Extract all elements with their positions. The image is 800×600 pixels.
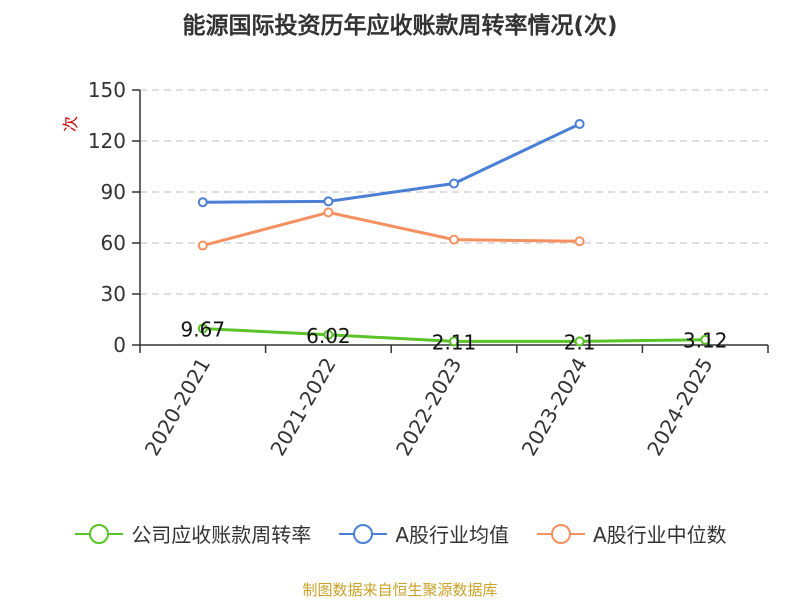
point-industry-mean-2020-2021 xyxy=(197,197,208,208)
legend-label-company: 公司应收账款周转率 xyxy=(131,523,312,547)
y-tick-label-30: 30 xyxy=(101,282,126,306)
series-line-industry-median xyxy=(202,210,580,248)
series-layer xyxy=(197,119,711,347)
legend-line-marker-company-icon xyxy=(75,523,124,544)
y-tick-label-120: 120 xyxy=(88,129,126,153)
data-label-layer: 9.67 6.02 2.11 2.1 3.12 xyxy=(181,318,728,355)
point-industry-median-2023-2024 xyxy=(574,236,585,247)
data-label-company-2022-2023: 2.11 xyxy=(432,330,477,354)
point-company-2023-2024 xyxy=(574,336,585,347)
data-label-company-2021-2022: 6.02 xyxy=(306,324,351,348)
x-tick-label-2020-2021: 2020-2021 xyxy=(140,354,215,460)
point-industry-median-2020-2021 xyxy=(197,240,208,251)
series-line-industry-mean xyxy=(202,122,581,204)
point-company-2021-2022 xyxy=(323,329,334,340)
x-tick-label-2024-2025: 2024-2025 xyxy=(642,354,717,460)
legend-item-company[interactable]: 公司应收账款周转率 xyxy=(73,519,311,548)
point-industry-mean-2023-2024 xyxy=(574,119,585,129)
point-industry-median-2021-2022 xyxy=(323,207,334,218)
legend-label-industry-mean: A股行业均值 xyxy=(395,523,509,547)
source-note: 制图数据来自恒生聚源数据库 xyxy=(302,581,498,599)
x-tick-label-2022-2023: 2022-2023 xyxy=(391,354,466,460)
y-tick-label-60: 60 xyxy=(101,231,126,255)
legend-item-industry-median[interactable]: A股行业中位数 xyxy=(535,519,727,548)
x-tick-label-2023-2024: 2023-2024 xyxy=(517,354,592,460)
point-industry-median-2022-2023 xyxy=(449,234,459,245)
y-tick-label-0: 0 xyxy=(113,333,126,357)
point-company-2022-2023 xyxy=(449,336,459,347)
grid-layer xyxy=(140,89,768,295)
axis-layer: 0 30 60 90 120 150 2020-2021 2021-2022 2022-2023… xyxy=(61,78,769,460)
legend: 公司应收账款周转率 A股行业均值 A股行业中位数 xyxy=(0,519,800,548)
y-tick-label-150: 150 xyxy=(88,78,126,102)
data-label-company-2024-2025: 3.12 xyxy=(683,329,728,353)
point-company-2024-2025 xyxy=(700,334,711,345)
y-tick-label-90: 90 xyxy=(101,180,126,204)
legend-label-industry-median: A股行业中位数 xyxy=(593,523,727,547)
unit-watermark: 次 xyxy=(61,116,80,132)
point-industry-mean-2021-2022 xyxy=(323,196,334,207)
chart-title: 能源国际投资历年应收账款周转率情况(次) xyxy=(182,13,618,39)
point-company-2020-2021 xyxy=(197,323,208,334)
data-label-company-2023-2024: 2.1 xyxy=(564,330,596,354)
legend-line-marker-mean-icon xyxy=(339,523,388,544)
x-tick-label-2021-2022: 2021-2022 xyxy=(265,354,340,460)
legend-item-industry-mean[interactable]: A股行业均值 xyxy=(337,519,509,548)
legend-line-marker-median-icon xyxy=(537,523,585,544)
data-label-company-2020-2021: 9.67 xyxy=(181,318,226,342)
point-industry-mean-2022-2023 xyxy=(449,178,459,189)
